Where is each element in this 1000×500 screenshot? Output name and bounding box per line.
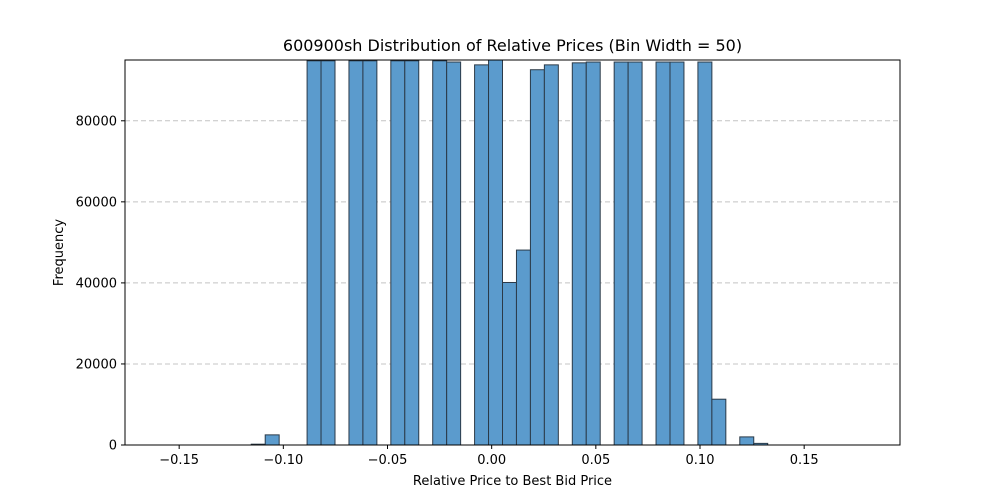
histogram-bar [390, 60, 406, 446]
x-tick-label: 0.15 [790, 453, 819, 468]
x-tick-label: −0.10 [263, 453, 303, 468]
x-axis-label: Relative Price to Best Bid Price [413, 474, 612, 489]
histogram-bar [711, 398, 727, 446]
histogram-bar [585, 61, 601, 446]
histogram-bar [627, 61, 643, 446]
histogram-bar [502, 281, 517, 446]
x-tick-label: 0.05 [581, 453, 610, 468]
x-tick-label: −0.15 [159, 453, 199, 468]
histogram-bar [474, 64, 490, 446]
histogram-bar [320, 60, 336, 446]
y-tick-label: 40000 [76, 276, 117, 291]
histogram-bar [264, 434, 280, 446]
histogram-bar [739, 436, 755, 446]
bars [250, 59, 769, 446]
histogram-bar [529, 69, 545, 446]
histogram-bar [404, 60, 420, 446]
histogram-bar [446, 61, 462, 446]
histogram-bar [543, 64, 559, 446]
histogram-bar [655, 61, 671, 446]
histogram-bar [515, 249, 531, 446]
histogram-bar [697, 61, 713, 446]
histogram-bar [613, 61, 629, 446]
histogram-bar [669, 61, 685, 446]
histogram-bar [432, 60, 448, 446]
histogram-bar [306, 60, 322, 446]
histogram-bar [362, 60, 378, 446]
x-tick-label: −0.05 [368, 453, 408, 468]
y-tick-label: 80000 [76, 114, 117, 129]
histogram-bar [348, 60, 364, 446]
histogram-bar [571, 62, 587, 446]
y-axis-label: Frequency [52, 219, 67, 286]
y-tick-label: 60000 [76, 195, 117, 210]
chart-title: 600900sh Distribution of Relative Prices… [283, 36, 742, 55]
x-tick-label: 0.10 [686, 453, 715, 468]
y-tick-label: 0 [109, 439, 117, 454]
plot-frame [124, 59, 901, 446]
x-axis-ticks: −0.15 −0.10 −0.05 0.00 0.05 0.10 0.15 [159, 445, 819, 468]
y-tick-label: 20000 [76, 357, 117, 372]
histogram-bar [488, 59, 503, 446]
x-tick-label: 0.00 [477, 453, 506, 468]
y-axis-ticks: 0 20000 40000 60000 80000 [76, 114, 125, 454]
